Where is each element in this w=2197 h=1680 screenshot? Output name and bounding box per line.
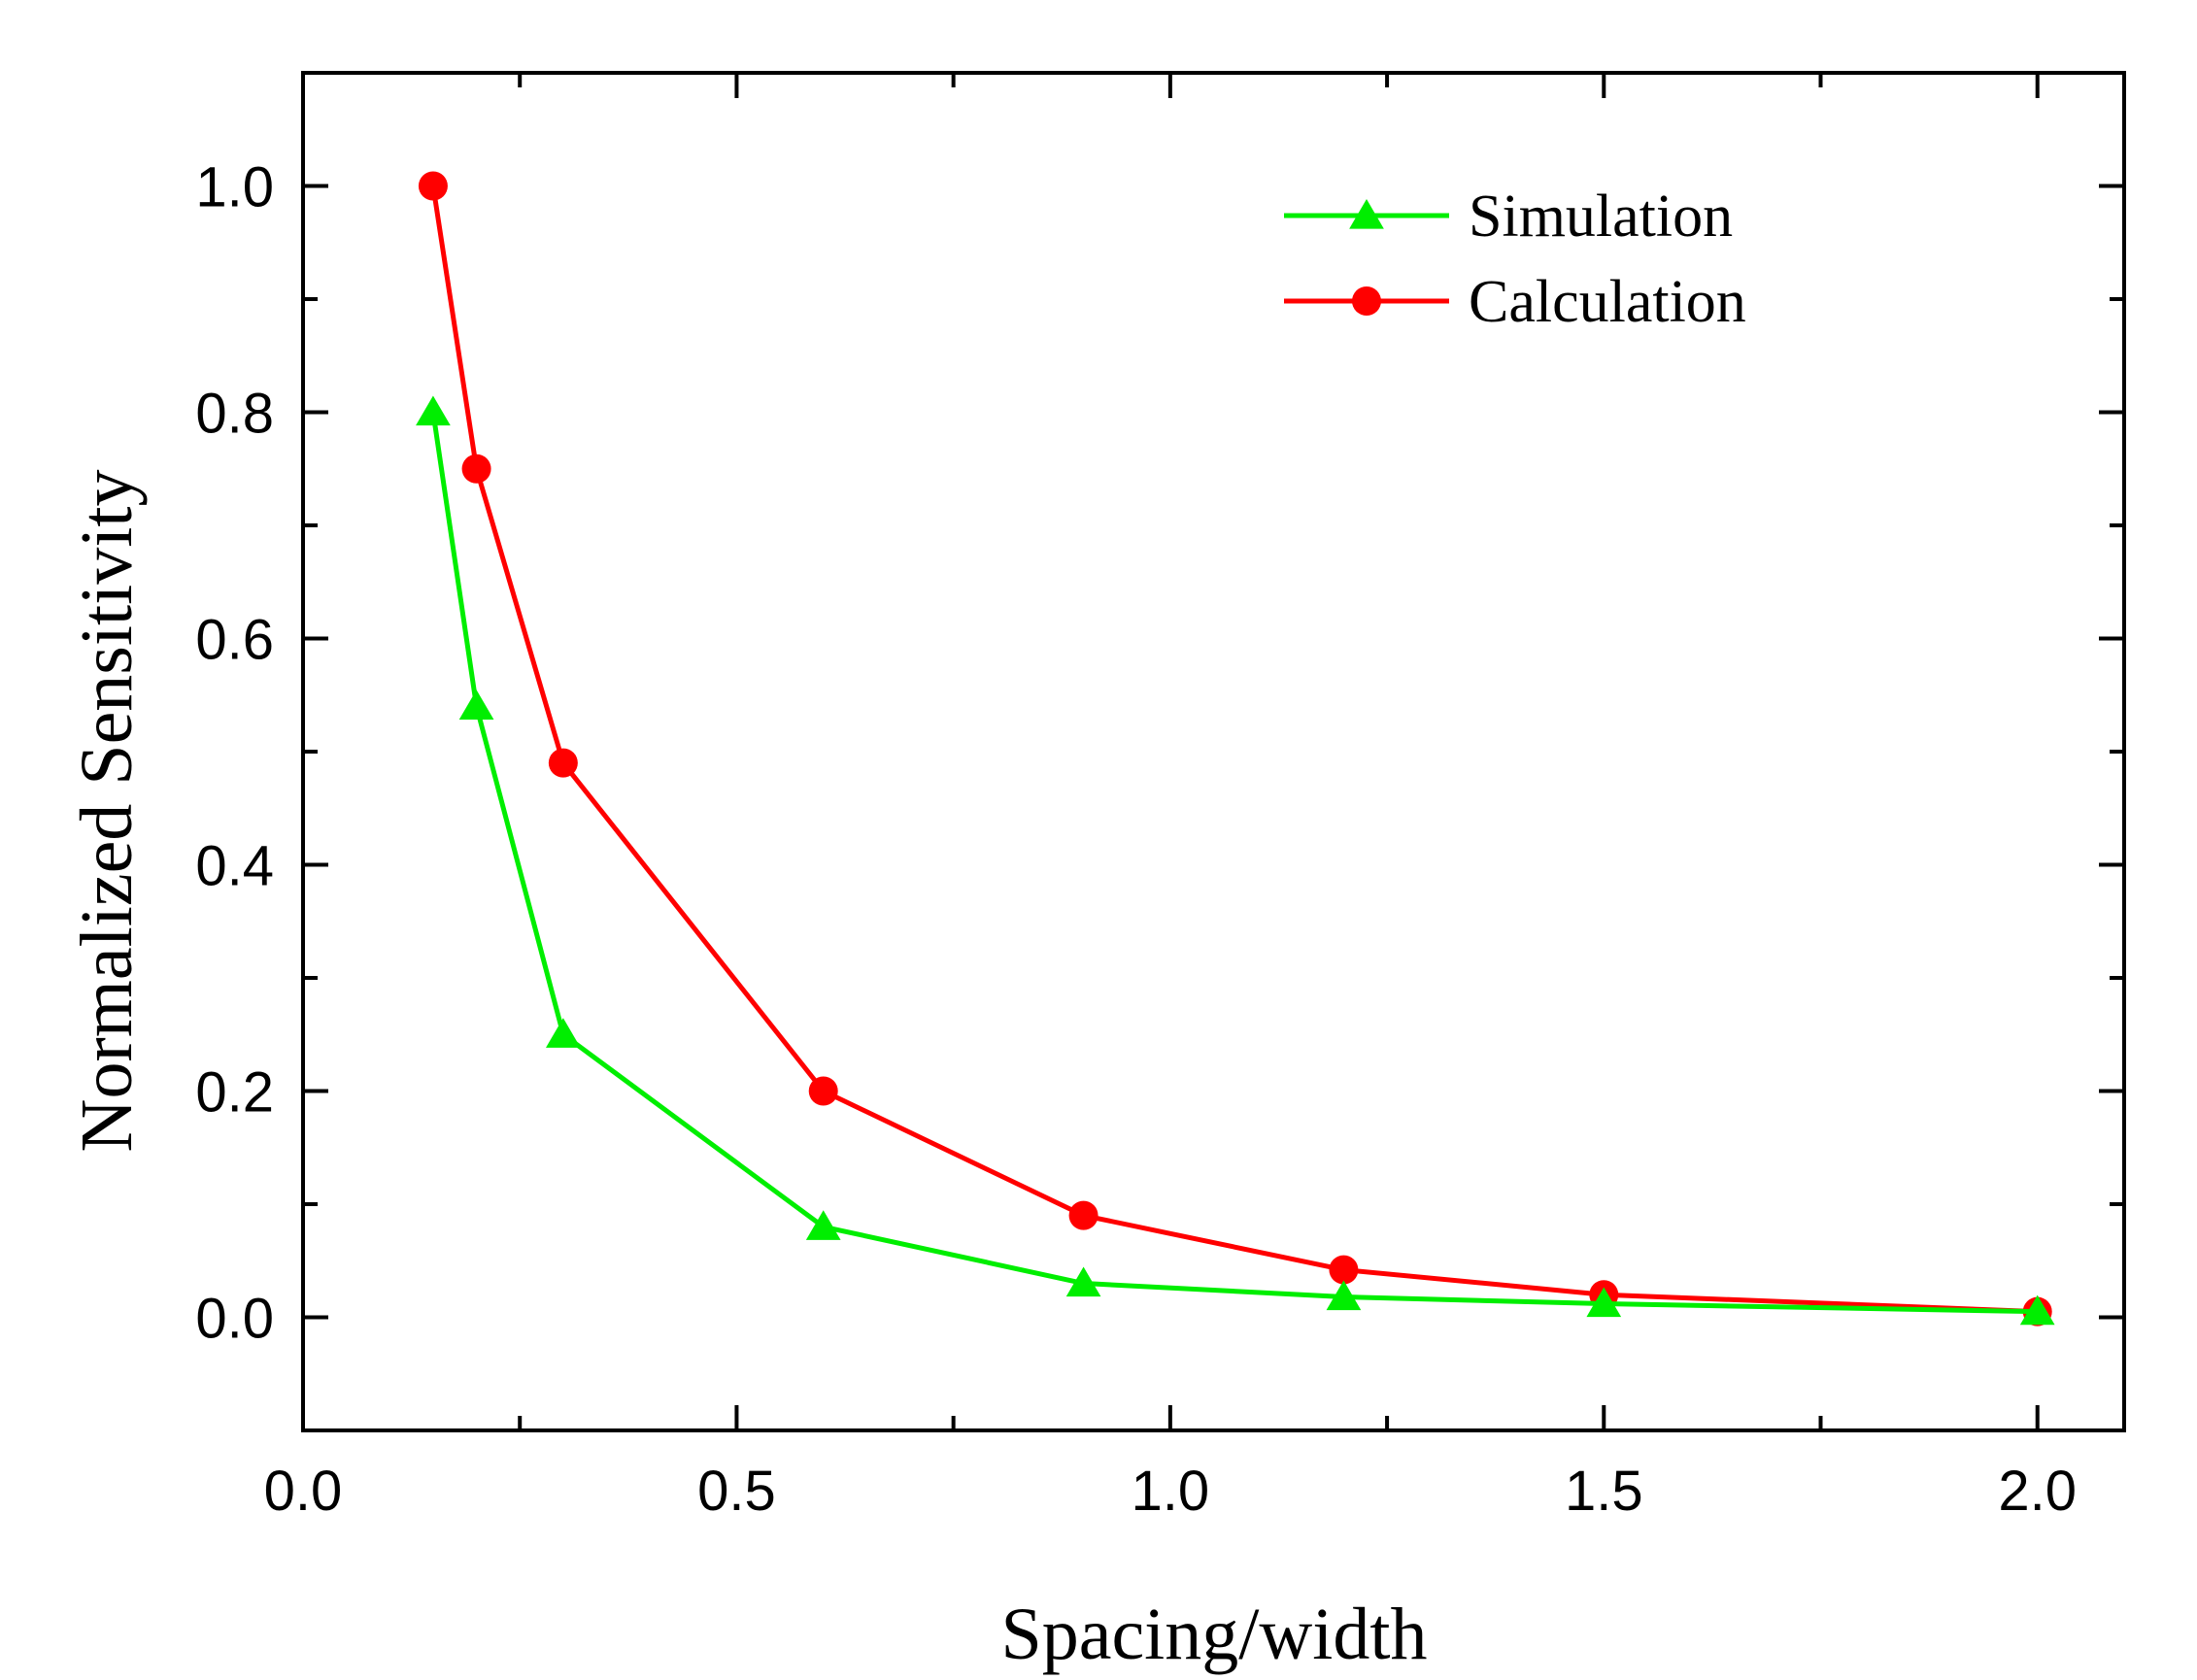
legend-calculation-label: Calculation — [1469, 269, 1746, 335]
calculation-data-point — [1329, 1255, 1359, 1285]
legend-simulation-marker — [1349, 199, 1384, 229]
calculation-data-point — [461, 454, 491, 484]
x-tick-label: 1.5 — [1565, 1460, 1643, 1523]
legend-simulation-label: Simulation — [1469, 184, 1733, 250]
simulation-data-point — [1065, 1266, 1101, 1297]
axis-ticks — [301, 73, 2124, 1430]
simulation-data-point — [458, 689, 494, 720]
y-axis-title: Normalized Sensitivity — [66, 470, 148, 1153]
y-tick-label: 1.0 — [195, 156, 274, 219]
calculation-data-point — [548, 748, 578, 778]
simulation-data-point — [805, 1210, 841, 1240]
simulation-series-line — [430, 412, 2038, 1315]
x-tick-label: 0.0 — [264, 1460, 343, 1523]
calculation-data-point — [1068, 1200, 1098, 1230]
x-tick-label: 2.0 — [1998, 1460, 2077, 1523]
calculation-data-point — [418, 171, 448, 201]
legend-calculation-marker — [1352, 286, 1381, 316]
plot-content — [416, 171, 2055, 1327]
simulation-data-point — [1586, 1287, 1622, 1318]
y-tick-label: 0.2 — [195, 1061, 274, 1125]
y-tick-label: 0.4 — [195, 835, 274, 898]
plot-frame — [301, 71, 2126, 1432]
legend: Simulation Calculation — [1284, 184, 1746, 335]
simulation-data-point — [546, 1018, 581, 1048]
y-tick-label: 0.0 — [195, 1288, 274, 1351]
axis-tick-labels: 0.0 0.5 1.0 1.5 2.0 0.0 0.2 0.4 0.6 0.8 1.0 — [195, 156, 2077, 1524]
x-tick-label: 1.0 — [1132, 1460, 1210, 1523]
simulation-data-point — [416, 395, 451, 426]
x-tick-label: 0.5 — [697, 1460, 776, 1523]
simulation-data-point — [2019, 1294, 2055, 1326]
calculation-data-point — [808, 1076, 838, 1106]
x-axis-title: Spacing/width — [1000, 1594, 1427, 1675]
simulation-data-point — [1326, 1280, 1362, 1311]
y-tick-label: 0.8 — [195, 383, 274, 446]
y-tick-label: 0.6 — [195, 609, 274, 672]
calculation-series-line — [430, 185, 2038, 1315]
